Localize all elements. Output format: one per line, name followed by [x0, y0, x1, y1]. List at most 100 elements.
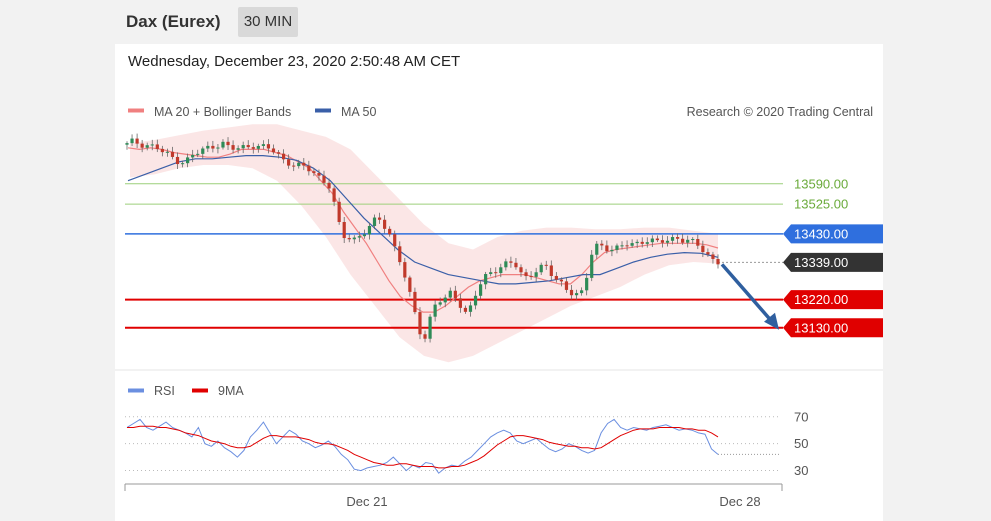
- candle-body: [337, 201, 341, 222]
- timeframe-button[interactable]: 30 MIN: [238, 7, 298, 37]
- candle-body: [686, 239, 690, 243]
- candle-body: [463, 307, 468, 312]
- candle-body: [489, 272, 493, 275]
- candle-body: [145, 145, 149, 148]
- candle-body: [509, 261, 513, 263]
- ma50-legend-label: MA 50: [341, 105, 376, 119]
- level-label-13430.00: 13430.00: [794, 226, 848, 241]
- candle-body: [635, 241, 639, 244]
- level-labels: 13590.00 13525.00 13430.00 13339.00 13220.00…: [783, 176, 883, 338]
- candle-body: [347, 238, 351, 240]
- candle-body: [221, 141, 225, 148]
- instrument-title: Dax (Eurex): [126, 12, 221, 31]
- candle-body: [701, 245, 705, 253]
- candle-body: [302, 162, 306, 166]
- candle-body: [428, 316, 432, 339]
- candle-body: [554, 275, 558, 280]
- candle-body: [670, 237, 675, 241]
- candle-body: [211, 145, 215, 149]
- x-tick-label-Dec-21: Dec 21: [346, 494, 387, 509]
- level-tag-13130.00: [783, 318, 883, 338]
- candle-body: [231, 145, 235, 150]
- candle-body: [170, 151, 175, 157]
- candle-body: [433, 304, 437, 317]
- candle-body: [494, 272, 498, 274]
- candle-body: [499, 267, 503, 274]
- candle-body: [165, 151, 170, 153]
- rsi-tick-30: 30: [794, 463, 808, 478]
- candle-body: [574, 293, 579, 296]
- candle-body: [453, 290, 457, 299]
- level-label-13130.00: 13130.00: [794, 320, 848, 335]
- candle-body: [130, 138, 134, 144]
- candle-body: [256, 145, 260, 149]
- candle-body: [529, 276, 533, 278]
- candle-body: [569, 289, 574, 296]
- rsi-tick-50: 50: [794, 436, 808, 451]
- candle-body: [261, 144, 265, 146]
- candle-body: [175, 156, 180, 165]
- candle-body: [236, 148, 240, 150]
- candle-body: [716, 258, 720, 265]
- candle-body: [287, 159, 291, 166]
- rsi-lines: [126, 418, 780, 474]
- candle-body: [519, 267, 523, 273]
- candle-body: [423, 334, 427, 339]
- candle-body: [160, 148, 164, 153]
- candle-body: [549, 265, 553, 276]
- candle-body: [317, 173, 321, 176]
- candle-body: [251, 147, 255, 149]
- candle-body: [524, 272, 528, 277]
- candle-body: [484, 274, 488, 285]
- candle-body: [650, 238, 654, 243]
- candle-body: [534, 272, 538, 277]
- forecast-arrow-head: [764, 312, 779, 330]
- candle-body: [559, 279, 564, 282]
- candle-body: [271, 148, 276, 153]
- ma20-legend-label: MA 20 + Bollinger Bands: [154, 105, 291, 119]
- level-tag-13220.00: [783, 290, 883, 310]
- candle-body: [342, 221, 346, 239]
- candle-body: [332, 188, 336, 202]
- candle-body: [539, 264, 543, 273]
- ma50-line: [127, 154, 719, 285]
- candle-body: [448, 290, 452, 298]
- credit-label: Research © 2020 Trading Central: [687, 105, 873, 119]
- candle-body: [544, 264, 548, 266]
- chart-panel: Wednesday, December 23, 2020 2:50:48 AM …: [115, 44, 883, 521]
- candle-body: [681, 238, 685, 243]
- candle-body: [216, 147, 220, 149]
- bollinger-band: [130, 124, 718, 363]
- rsi-legend-swatch: [128, 388, 144, 393]
- candle-body: [155, 144, 159, 149]
- candle-body: [458, 298, 462, 308]
- candle-body: [246, 145, 250, 148]
- candle-body: [196, 153, 200, 155]
- x-tick-label-Dec-28: Dec 28: [719, 494, 760, 509]
- candle-body: [383, 219, 387, 229]
- candle-body: [615, 245, 619, 250]
- forecast-arrow-shaft: [720, 263, 775, 324]
- candle-body: [377, 217, 382, 220]
- level-label-13525.00: 13525.00: [794, 197, 848, 212]
- candle-body: [630, 243, 634, 246]
- candle-body: [357, 236, 361, 238]
- level-label-13220.00: 13220.00: [794, 292, 848, 307]
- candle-body: [473, 295, 478, 306]
- candle-body: [418, 312, 422, 335]
- ma9-legend-label: 9MA: [218, 384, 244, 398]
- candle-body: [408, 277, 412, 292]
- ma20-line: [127, 147, 719, 313]
- candle-body: [393, 234, 397, 247]
- candle-body: [191, 154, 195, 158]
- rsi-line: [126, 418, 719, 474]
- candle-body: [367, 225, 372, 235]
- candle-body: [297, 162, 301, 167]
- candle-body: [125, 143, 129, 145]
- candle-body: [226, 141, 230, 146]
- candle-body: [478, 284, 483, 296]
- candle-body: [438, 302, 442, 305]
- candle-body: [660, 240, 665, 243]
- candle-body: [620, 245, 624, 247]
- level-tag-13339.00: [783, 252, 883, 272]
